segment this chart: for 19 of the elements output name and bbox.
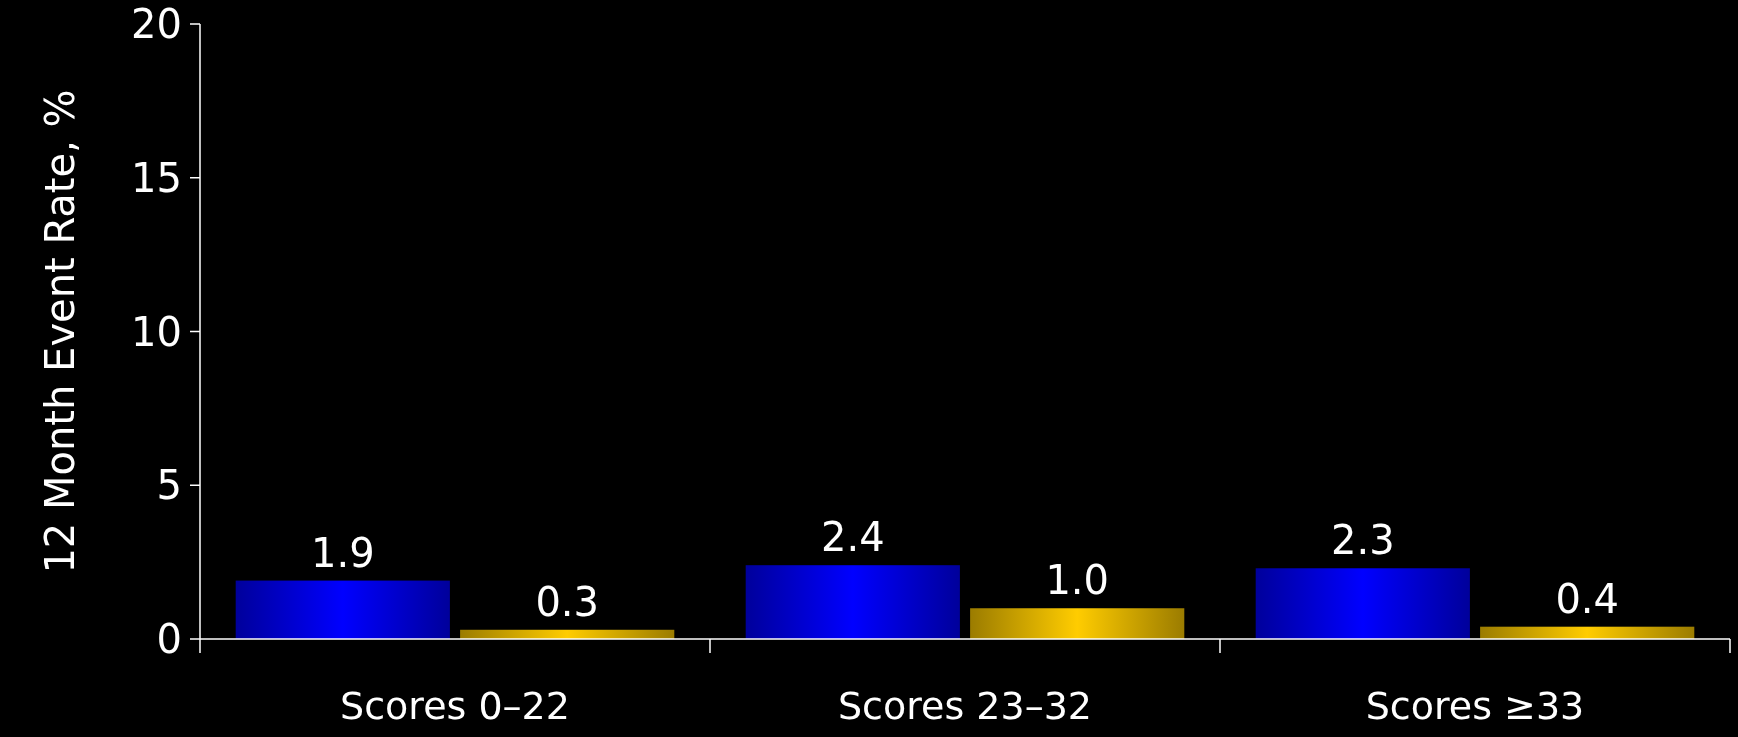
y-axis-title: 12 Month Event Rate, %: [37, 89, 83, 574]
y-tick-label: 15: [131, 154, 182, 201]
bar: [235, 580, 450, 639]
y-tick-label: 10: [131, 308, 182, 355]
data-label: 0.4: [1555, 575, 1620, 622]
bar: [1255, 568, 1470, 639]
x-tick-label: Scores 23–32: [837, 684, 1093, 728]
y-tick-label: 0: [156, 616, 182, 662]
data-label: 2.4: [820, 514, 885, 561]
data-label: 2.3: [1330, 517, 1395, 564]
data-label: 1.0: [1045, 557, 1110, 604]
data-label: 1.9: [310, 529, 375, 576]
x-tick-label: Scores ≥33: [1365, 684, 1585, 728]
x-tick-label: Scores 0–22: [340, 684, 570, 728]
bar: [745, 565, 960, 639]
y-tick-label: 5: [156, 462, 182, 509]
y-tick-label: 20: [131, 1, 182, 47]
bar: [970, 608, 1185, 639]
data-label: 0.3: [535, 578, 600, 625]
